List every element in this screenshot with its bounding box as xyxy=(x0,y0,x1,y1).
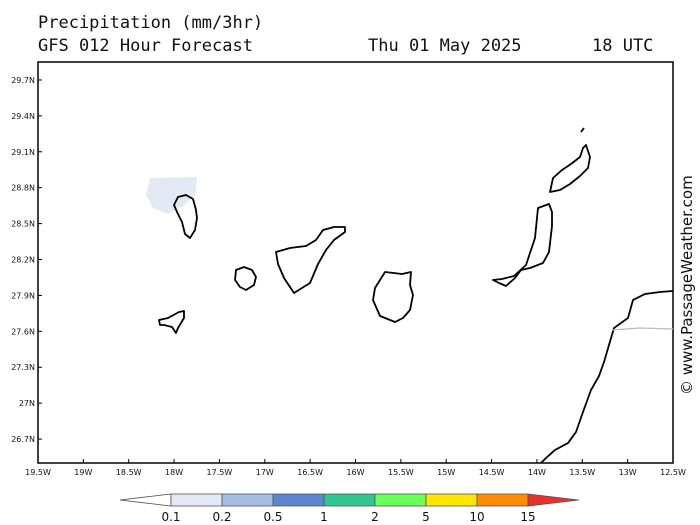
lon-tick-label: 16.5W xyxy=(297,468,323,477)
colorbar-segment xyxy=(425,493,478,507)
island-fuerteventura xyxy=(492,203,553,287)
lat-tick-label: 27.6N xyxy=(11,327,35,336)
colorbar-label: 0.2 xyxy=(212,510,231,524)
lat-tick-label: 28.8N xyxy=(11,184,35,193)
longitude-axis: 19.5W 19W 18.5W 18W 17.5W 17W 16.5W 16W 15.5W 15W… xyxy=(25,459,686,477)
border-line xyxy=(611,327,674,331)
island-la-palma xyxy=(173,194,198,239)
lon-tick-label: 14W xyxy=(528,468,546,477)
colorbar-segment xyxy=(119,493,172,507)
lat-tick-label: 27.9N xyxy=(11,291,35,300)
forecast-subtitle: GFS 012 Hour Forecast xyxy=(38,36,253,56)
lat-tick-label: 29.1N xyxy=(11,148,35,157)
lat-tick-label: 26.7N xyxy=(11,435,35,444)
colorbar-segment xyxy=(221,493,274,507)
island-tenerife xyxy=(275,226,346,294)
colorbar-label: 15 xyxy=(520,510,535,524)
colorbar-segment xyxy=(170,493,223,507)
latitude-axis: 29.7N 29.4N 29.1N 28.8N 28.5N 28.2N 27.9N 27.6N… xyxy=(11,76,42,444)
island-la-gomera xyxy=(234,266,257,291)
colorbar: 0.1 0.2 0.5 1 2 5 10 15 xyxy=(119,493,580,524)
map-frame xyxy=(37,61,674,464)
lon-tick-label: 15.5W xyxy=(388,468,414,477)
colorbar-label: 1 xyxy=(320,510,328,524)
island-gran-canaria xyxy=(372,271,414,323)
lon-tick-label: 18W xyxy=(165,468,183,477)
lat-tick-label: 28.2N xyxy=(11,256,35,265)
lon-tick-label: 13W xyxy=(619,468,637,477)
lat-tick-label: 27N xyxy=(19,399,35,408)
lat-tick-label: 29.7N xyxy=(11,76,35,85)
colorbar-label: 2 xyxy=(371,510,379,524)
colorbar-label: 0.1 xyxy=(161,510,180,524)
island-lanzarote xyxy=(549,144,591,193)
lon-tick-label: 15W xyxy=(437,468,455,477)
colorbar-segment xyxy=(476,493,529,507)
lon-tick-label: 14.5W xyxy=(479,468,505,477)
lon-tick-label: 13.5W xyxy=(569,468,595,477)
lon-tick-label: 16W xyxy=(346,468,364,477)
african-coastline xyxy=(540,290,674,464)
lon-tick-label: 19.5W xyxy=(25,468,51,477)
colorbar-label: 0.5 xyxy=(263,510,282,524)
forecast-date: Thu 01 May 2025 xyxy=(368,36,522,56)
lat-tick-label: 27.3N xyxy=(11,363,35,372)
precip-area xyxy=(146,177,197,214)
lat-tick-label: 29.4N xyxy=(11,112,35,121)
chart-title: Precipitation (mm/3hr) xyxy=(38,13,264,33)
colorbar-segment xyxy=(527,493,580,507)
island-el-hierro xyxy=(158,310,185,334)
islet-alegranza xyxy=(580,127,585,133)
colorbar-segment xyxy=(374,493,427,507)
lon-tick-label: 12.5W xyxy=(660,468,686,477)
lon-tick-label: 18.5W xyxy=(116,468,142,477)
lon-tick-label: 17.5W xyxy=(207,468,233,477)
lon-tick-label: 17W xyxy=(256,468,274,477)
colorbar-segment xyxy=(272,493,325,507)
lat-tick-label: 28.5N xyxy=(11,220,35,229)
colorbar-label: 5 xyxy=(422,510,430,524)
colorbar-label: 10 xyxy=(469,510,484,524)
colorbar-segment xyxy=(323,493,376,507)
lon-tick-label: 19W xyxy=(74,468,92,477)
forecast-time: 18 UTC xyxy=(592,36,654,56)
